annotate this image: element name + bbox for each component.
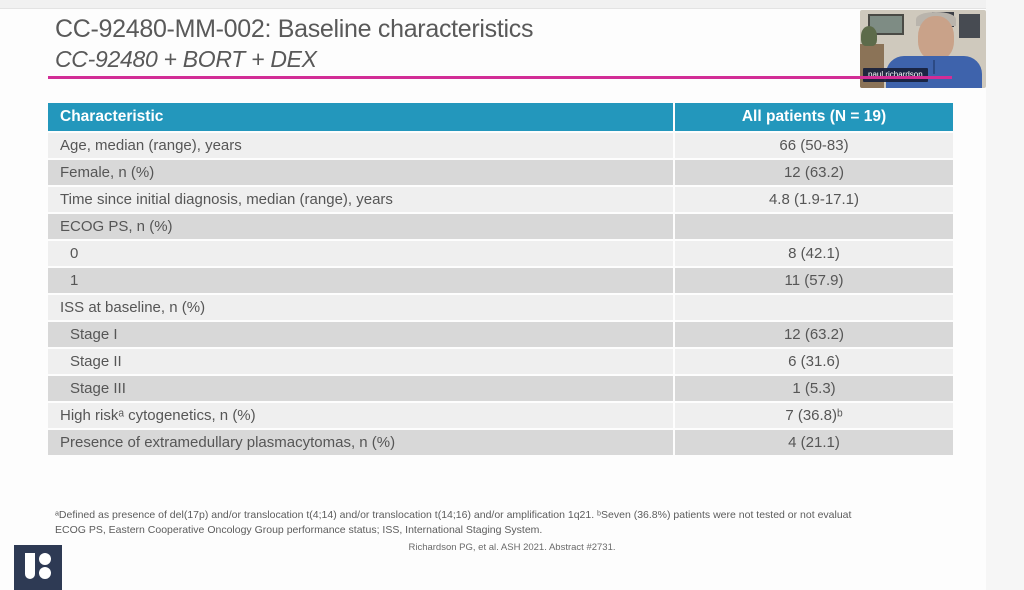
characteristic-cell: High riskᵃ cytogenetics, n (%): [48, 403, 675, 428]
webcam-speaker-face: [918, 16, 954, 60]
table-row: High riskᵃ cytogenetics, n (%) 7 (36.8)ᵇ: [48, 403, 953, 428]
table-row: 1 11 (57.9): [48, 268, 953, 293]
characteristic-cell: Age, median (range), years: [48, 133, 675, 158]
table-row: ISS at baseline, n (%): [48, 295, 953, 320]
title-underline: [48, 76, 952, 79]
logo-dot-icon: [39, 567, 51, 579]
table-row: Stage I 12 (63.2): [48, 322, 953, 347]
webcam-wall-frame-icon: [868, 14, 904, 35]
window-right-strip: [986, 0, 1024, 590]
window-top-strip: [0, 0, 1024, 9]
table-row: Stage II 6 (31.6): [48, 349, 953, 374]
webcam-wall-frame-icon: [959, 14, 980, 38]
baseline-characteristics-table: Characteristic All patients (N = 19) Age…: [48, 103, 953, 455]
characteristic-cell: Time since initial diagnosis, median (ra…: [48, 187, 675, 212]
slide-title-block: CC-92480-MM-002: Baseline characteristic…: [55, 14, 533, 73]
characteristic-cell: ECOG PS, n (%): [48, 214, 675, 239]
table-row: Age, median (range), years 66 (50-83): [48, 133, 953, 158]
logo-bar-glyph: [25, 553, 35, 579]
value-cell: 66 (50-83): [779, 137, 849, 154]
value-cell: 6 (31.6): [788, 353, 840, 370]
characteristic-cell: Presence of extramedullary plasmacytomas…: [48, 430, 675, 455]
table-header-row: Characteristic All patients (N = 19): [48, 103, 953, 131]
value-cell: 4.8 (1.9-17.1): [768, 191, 860, 208]
value-cell: 7 (36.8)ᵇ: [785, 407, 843, 424]
table-row: Stage III 1 (5.3): [48, 376, 953, 401]
slide-title: CC-92480-MM-002: Baseline characteristic…: [55, 15, 534, 43]
characteristic-cell: 0: [48, 241, 675, 266]
webcam-plant: [861, 26, 877, 46]
table-row: Presence of extramedullary plasmacytomas…: [48, 430, 953, 455]
value-cell: 12 (63.2): [783, 164, 845, 181]
value-cell: 12 (63.2): [783, 326, 845, 343]
value-cell: 8 (42.1): [788, 245, 840, 262]
value-cell: [675, 295, 953, 320]
characteristic-cell: Stage III: [48, 376, 675, 401]
webcam-thumbnail[interactable]: paul richardson: [860, 10, 986, 88]
footnote-line-1: ᵃDefined as presence of del(17p) and/or …: [55, 509, 852, 521]
characteristic-cell: Stage I: [48, 322, 675, 347]
slide-subtitle: CC-92480 + BORT + DEX: [55, 46, 317, 72]
webcam-sweater-zipper: [933, 60, 935, 74]
characteristic-cell: Female, n (%): [48, 160, 675, 185]
brand-logo: [14, 545, 62, 590]
table-row: ECOG PS, n (%): [48, 214, 953, 239]
footnotes: ᵃDefined as presence of del(17p) and/or …: [55, 508, 855, 538]
header-all-patients: All patients (N = 19): [741, 108, 887, 125]
table-row: Female, n (%) 12 (63.2): [48, 160, 953, 185]
characteristic-cell: 1: [48, 268, 675, 293]
characteristic-cell: Stage II: [48, 349, 675, 374]
logo-dot-icon: [39, 553, 51, 565]
value-cell: 4 (21.1): [788, 434, 840, 451]
table-row: Time since initial diagnosis, median (ra…: [48, 187, 953, 212]
value-cell: [675, 214, 953, 239]
value-cell: 1 (5.3): [792, 380, 836, 397]
citation: Richardson PG, et al. ASH 2021. Abstract…: [408, 542, 616, 553]
webcam-participant-name: paul richardson: [863, 68, 928, 82]
value-cell: 11 (57.9): [784, 272, 844, 289]
characteristic-cell: ISS at baseline, n (%): [48, 295, 675, 320]
footnote-line-2: ECOG PS, Eastern Cooperative Oncology Gr…: [55, 524, 543, 536]
header-characteristic: Characteristic: [48, 103, 675, 131]
table-row: 0 8 (42.1): [48, 241, 953, 266]
